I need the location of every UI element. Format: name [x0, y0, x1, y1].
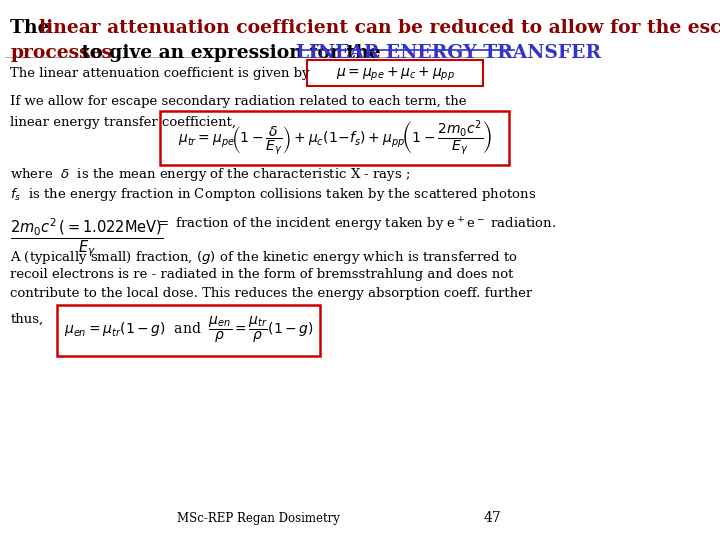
Text: $f_s$  is the energy fraction in Compton collisions taken by the scattered photo: $f_s$ is the energy fraction in Compton …: [10, 186, 536, 203]
Text: 47: 47: [484, 511, 501, 525]
Text: thus,: thus,: [10, 313, 43, 326]
Text: processes: processes: [10, 44, 112, 62]
Text: If we allow for escape secondary radiation related to each term, the: If we allow for escape secondary radiati…: [10, 94, 467, 107]
Text: where  $\delta$  is the mean energy of the characteristic X - rays ;: where $\delta$ is the mean energy of the…: [10, 166, 410, 183]
Text: The linear attenuation coefficient is given by: The linear attenuation coefficient is gi…: [10, 68, 310, 80]
Text: $\mu_{en} = \mu_{tr}(1-g)$  and  $\dfrac{\mu_{en}}{\rho} = \dfrac{\mu_{tr}}{\rho: $\mu_{en} = \mu_{tr}(1-g)$ and $\dfrac{\…: [63, 314, 314, 345]
Text: recoil electrons is re - radiated in the form of bremsstrahlung and does not: recoil electrons is re - radiated in the…: [10, 268, 513, 281]
FancyBboxPatch shape: [57, 305, 320, 356]
FancyBboxPatch shape: [161, 111, 509, 165]
Text: LINEAR ENERGY TRANSFER: LINEAR ENERGY TRANSFER: [296, 44, 601, 62]
Text: $\mu = \mu_{pe} + \mu_c + \mu_{pp}$: $\mu = \mu_{pe} + \mu_c + \mu_{pp}$: [336, 66, 455, 83]
Text: $\mu_{tr} = \mu_{pe}\!\left(1-\dfrac{\delta}{E_\gamma}\right)+\mu_c(1\!-\!f_s)+\: $\mu_{tr} = \mu_{pe}\!\left(1-\dfrac{\de…: [178, 118, 492, 158]
Text: MSc-REP Regan Dosimetry: MSc-REP Regan Dosimetry: [177, 512, 340, 525]
Text: $=$ fraction of the incident energy taken by e$^+$e$^-$ radiation.: $=$ fraction of the incident energy take…: [155, 216, 557, 234]
Text: linear energy transfer coefficient,: linear energy transfer coefficient,: [10, 116, 236, 129]
Text: linear attenuation coefficient can be reduced to allow for the escape: linear attenuation coefficient can be re…: [39, 19, 720, 37]
Text: The: The: [10, 19, 56, 37]
Text: contribute to the local dose. This reduces the energy absorption coeff. further: contribute to the local dose. This reduc…: [10, 287, 533, 300]
FancyBboxPatch shape: [307, 60, 483, 86]
Text: A (typically small) fraction, $(g)$ of the kinetic energy which is transferred t: A (typically small) fraction, $(g)$ of t…: [10, 249, 518, 266]
Text: $\dfrac{2m_0c^2\,(=1.022\mathrm{MeV})}{E_\gamma}$: $\dfrac{2m_0c^2\,(=1.022\mathrm{MeV})}{E…: [10, 216, 164, 259]
Text: to give an expression for the: to give an expression for the: [75, 44, 387, 62]
